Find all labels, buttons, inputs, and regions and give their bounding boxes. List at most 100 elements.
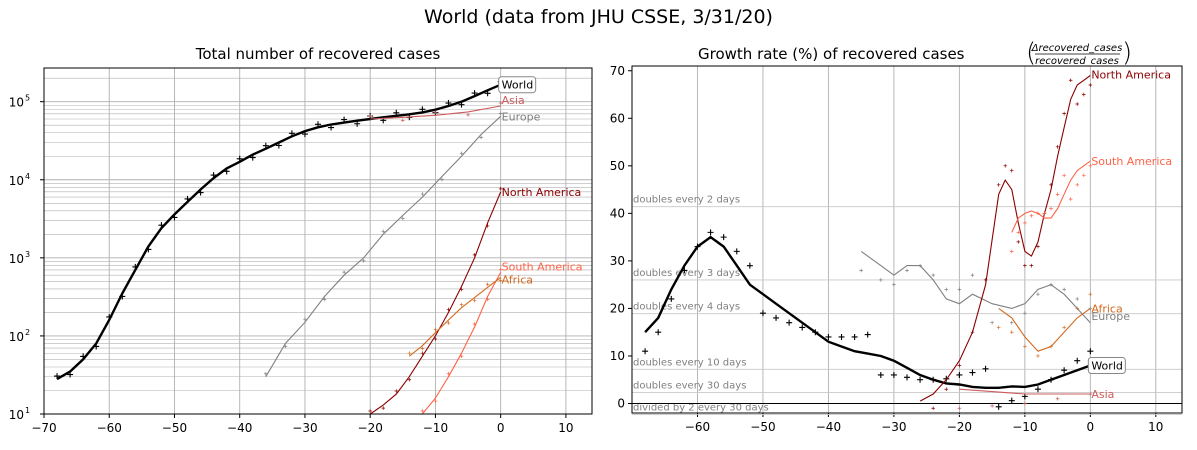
y-tick-label: 10: [9, 174, 24, 188]
data-point-europe: [1075, 297, 1080, 301]
data-point-south-america: [485, 297, 490, 302]
data-point-north-america: [931, 406, 935, 411]
series-label-world: World: [502, 79, 534, 92]
x-tick-label: 0: [497, 421, 505, 435]
data-point-world: [759, 310, 766, 317]
data-point-africa: [459, 302, 464, 307]
data-point-world: [458, 101, 465, 108]
data-point-africa: [407, 351, 412, 355]
title-paren-open: (: [1026, 38, 1036, 68]
data-point-world: [262, 142, 269, 149]
data-point-north-america: [485, 224, 490, 228]
series-label-africa: Africa: [1091, 302, 1122, 315]
data-point-europe: [957, 287, 962, 292]
data-point-world: [746, 262, 753, 269]
data-point-asia: [401, 118, 405, 123]
data-point-world: [694, 243, 701, 250]
data-point-world: [54, 373, 61, 380]
data-point-europe: [918, 263, 922, 268]
data-point-africa: [498, 278, 503, 283]
data-point-north-america: [498, 187, 503, 191]
data-point-world: [315, 121, 321, 128]
data-point-north-america: [944, 387, 949, 392]
series-label-north-america: North America: [502, 186, 582, 199]
y-tick-label: 10: [9, 252, 24, 266]
data-point-europe: [283, 344, 288, 349]
data-point-asia: [466, 113, 470, 117]
data-point-world: [982, 365, 989, 372]
x-tick-label: −60: [97, 421, 122, 435]
data-point-africa: [420, 346, 425, 351]
series-line-south-america: [1011, 160, 1091, 233]
data-point-europe: [361, 259, 366, 263]
data-point-north-america: [368, 409, 372, 413]
data-point-world: [393, 109, 400, 116]
y-tick-label: 30: [610, 254, 625, 268]
data-point-north-america: [1049, 183, 1053, 187]
data-point-europe: [1088, 306, 1093, 311]
x-tick-label: −10: [1012, 420, 1037, 434]
data-point-south-america: [1023, 221, 1027, 225]
data-point-europe: [440, 177, 444, 182]
data-point-europe: [1036, 292, 1040, 296]
axes-frame: [43, 67, 593, 415]
x-tick-label: 10: [1148, 420, 1163, 434]
data-point-asia: [957, 406, 962, 411]
data-point-world: [80, 353, 87, 360]
series-label-africa: Africa: [502, 274, 533, 287]
data-point-north-america: [957, 363, 962, 368]
chart-title: Total number of recovered cases: [195, 45, 441, 63]
series-line-north-america: [919, 75, 1091, 402]
reference-label: divided by 2 every 30 days: [633, 402, 769, 413]
data-point-asia: [990, 404, 994, 408]
title-fraction-denominator: recovered_cases: [1035, 56, 1119, 67]
data-point-south-america: [1016, 230, 1021, 235]
data-point-north-america: [459, 287, 464, 292]
data-point-south-america: [1042, 211, 1047, 216]
data-point-world: [119, 293, 126, 300]
data-point-north-america: [420, 351, 425, 355]
data-point-africa: [1009, 330, 1014, 334]
data-point-europe: [944, 287, 949, 292]
data-point-world: [1008, 397, 1015, 404]
y-tick-exponent: 3: [25, 250, 30, 259]
data-point-world: [471, 90, 478, 97]
data-point-world: [956, 371, 963, 378]
data-point-world: [171, 214, 178, 221]
x-tick-label: −60: [685, 420, 710, 434]
data-point-south-america: [446, 371, 451, 376]
data-point-north-america: [433, 337, 438, 341]
data-point-south-america: [1049, 206, 1053, 211]
data-point-europe: [479, 135, 483, 140]
data-point-world: [825, 333, 832, 340]
x-tick-label: −50: [162, 421, 187, 435]
data-point-north-america: [1009, 168, 1014, 173]
series-line-world: [644, 235, 1091, 389]
y-tick-exponent: 4: [25, 172, 30, 181]
x-tick-label: −70: [31, 421, 56, 435]
data-point-south-america: [1088, 164, 1093, 168]
data-point-asia: [368, 114, 372, 118]
data-point-north-america: [1062, 111, 1066, 116]
world-label-box: [498, 76, 537, 94]
title-fraction-numerator: Δrecovered_cases: [1031, 43, 1123, 54]
data-point-world: [197, 189, 204, 196]
data-point-africa: [433, 327, 438, 332]
series-line-africa: [408, 277, 502, 357]
data-point-south-america: [498, 267, 503, 272]
x-tick-label: −30: [881, 420, 906, 434]
data-point-europe: [1049, 282, 1053, 287]
data-point-north-america: [996, 183, 1001, 187]
data-point-world: [655, 329, 662, 336]
growth-rate-chart: −60 −50 −40 −30 −20 −10 0 10 0 10 20 30 40 50 60 70 doub…: [610, 38, 1183, 434]
data-point-europe: [303, 317, 307, 321]
world-label-box: [1087, 356, 1126, 374]
series-label-south-america: South America: [502, 260, 583, 273]
data-point-north-america: [446, 307, 451, 312]
data-point-north-america: [1088, 83, 1093, 87]
chart-title: Growth rate (%) of recovered cases: [698, 45, 965, 63]
series-label-world: World: [1091, 359, 1123, 372]
data-point-north-america: [1016, 240, 1021, 244]
series-label-south-america: South America: [1091, 155, 1172, 168]
